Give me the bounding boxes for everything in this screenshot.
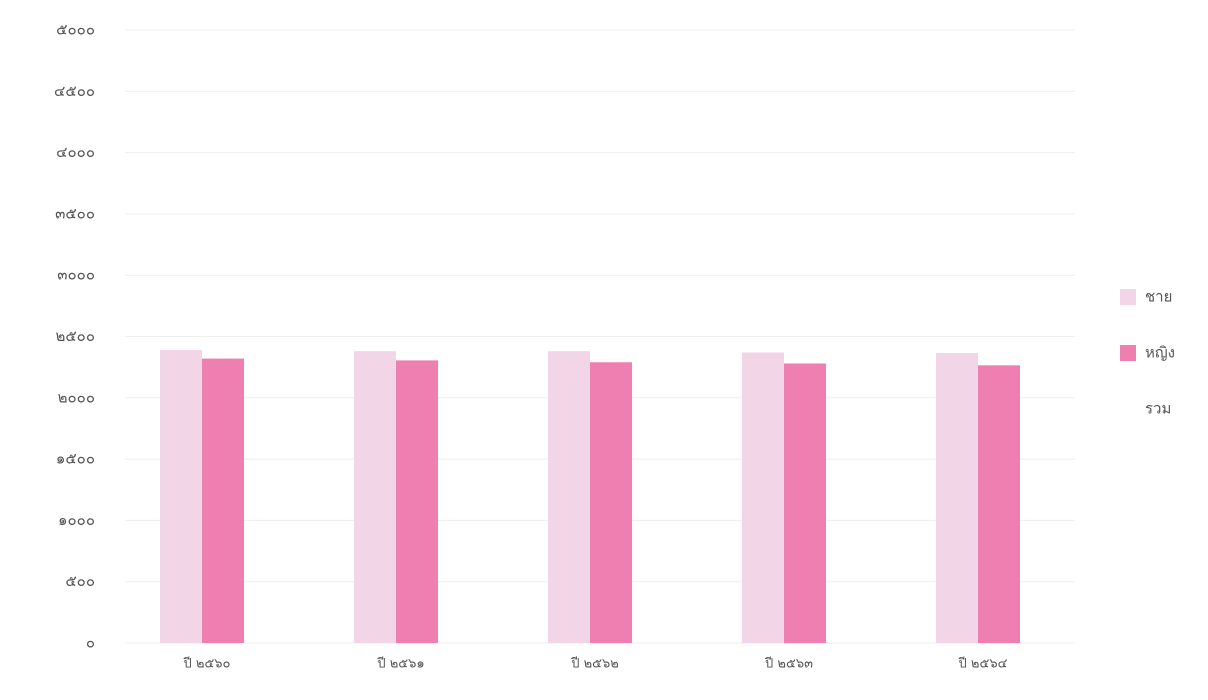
legend-swatch <box>1120 289 1136 305</box>
x-tick-label: ปี ๒๕๖๓ <box>764 656 813 672</box>
y-tick-label: ๕๐๐ <box>65 572 95 590</box>
x-tick-label: ปี ๒๕๖๐ <box>182 656 230 672</box>
bar <box>590 362 632 643</box>
bar <box>396 360 438 643</box>
legend-label: รวม <box>1145 400 1171 418</box>
legend-swatch <box>1120 345 1136 361</box>
y-tick-label: ๑๐๐๐ <box>58 511 95 529</box>
y-tick-label: ๔๕๐๐ <box>54 82 95 100</box>
bar <box>936 353 978 643</box>
y-tick-label: ๔๐๐๐ <box>56 143 95 161</box>
bar <box>354 351 396 643</box>
bar <box>742 352 784 643</box>
y-tick-label: ๓๐๐๐ <box>57 266 95 284</box>
bar <box>548 351 590 643</box>
legend-label: ชาย <box>1145 288 1172 306</box>
y-tick-label: ๑๕๐๐ <box>56 450 95 468</box>
y-tick-label: ๕๐๐๐ <box>56 21 95 39</box>
x-tick-label: ปี ๒๕๖๒ <box>570 656 619 672</box>
bar <box>978 365 1020 643</box>
y-tick-label: ๐ <box>86 634 95 652</box>
y-tick-label: ๓๕๐๐ <box>55 204 95 222</box>
bar <box>160 349 202 643</box>
bar <box>784 363 826 643</box>
legend-label: หญิง <box>1145 344 1175 362</box>
y-tick-label: ๒๐๐๐ <box>58 388 95 406</box>
bar <box>202 358 244 643</box>
x-tick-label: ปี ๒๕๖๔ <box>958 656 1008 672</box>
x-tick-label: ปี ๒๕๖๑ <box>376 656 424 672</box>
y-tick-label: ๒๕๐๐ <box>55 327 95 345</box>
